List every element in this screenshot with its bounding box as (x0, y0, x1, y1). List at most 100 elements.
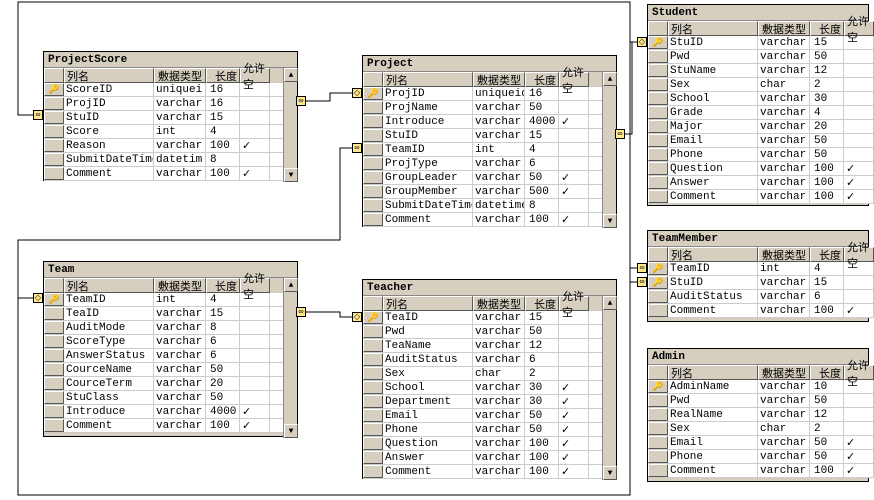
header-cell[interactable] (648, 247, 668, 262)
column-row[interactable]: Sexchar2 (648, 78, 874, 92)
scrollbar-track[interactable] (284, 82, 297, 168)
column-row[interactable]: AuditStatusvarchar6 (363, 353, 602, 367)
header-cell[interactable]: 允许空 (240, 68, 270, 83)
column-row[interactable]: AuditModevarchar8 (44, 321, 283, 335)
table-titlebar[interactable]: TeamMember (648, 231, 868, 247)
header-cell[interactable] (44, 278, 64, 293)
header-cell[interactable]: 敷据类型 (473, 296, 525, 311)
table-admin[interactable]: Admin列名敷据类型长度允许空🔑AdminNamevarchar10Pwdva… (647, 348, 869, 482)
column-row[interactable]: SubmitDateTimedatetim8 (44, 153, 283, 167)
column-row[interactable]: ScoreTypevarchar6 (44, 335, 283, 349)
scroll-down-button[interactable]: ▼ (284, 168, 298, 182)
column-row[interactable]: Schoolvarchar30 (648, 92, 874, 106)
header-cell[interactable]: 长度 (206, 68, 240, 83)
header-cell[interactable] (648, 365, 668, 380)
column-row[interactable]: TeaNamevarchar12 (363, 339, 602, 353)
column-row[interactable]: 🔑AdminNamevarchar10 (648, 380, 874, 394)
header-cell[interactable]: 敷据类型 (473, 72, 525, 87)
header-cell[interactable]: 敷据类型 (758, 21, 810, 36)
column-row[interactable]: Commentvarchar100✓ (44, 167, 283, 181)
column-row[interactable]: Reasonvarchar100✓ (44, 139, 283, 153)
header-cell[interactable]: 允许空 (844, 21, 874, 36)
column-row[interactable]: Gradevarchar4 (648, 106, 874, 120)
column-row[interactable]: Commentvarchar100✓ (648, 304, 874, 318)
scroll-down-button[interactable]: ▼ (284, 424, 298, 438)
header-cell[interactable]: 允许空 (844, 365, 874, 380)
header-cell[interactable]: 允许空 (559, 72, 589, 87)
column-row[interactable]: CourceNamevarchar50 (44, 363, 283, 377)
column-row[interactable]: Schoolvarchar30✓ (363, 381, 602, 395)
header-cell[interactable]: 敷据类型 (758, 365, 810, 380)
column-row[interactable]: Introducevarchar4000✓ (363, 115, 602, 129)
column-row[interactable]: Commentvarchar100✓ (44, 419, 283, 433)
column-row[interactable]: 🔑StuIDvarchar15 (648, 36, 874, 50)
column-row[interactable]: ProjIDvarchar16 (44, 97, 283, 111)
vertical-scrollbar[interactable]: ▲▼ (602, 296, 616, 480)
column-row[interactable]: Emailvarchar50✓ (648, 436, 874, 450)
column-row[interactable]: Pwdvarchar50 (363, 325, 602, 339)
table-titlebar[interactable]: Student (648, 5, 868, 21)
table-student[interactable]: Student列名敷据类型长度允许空🔑StuIDvarchar15Pwdvarc… (647, 4, 869, 206)
column-row[interactable]: Sexchar2 (363, 367, 602, 381)
column-row[interactable]: 🔑StuIDvarchar15 (648, 276, 874, 290)
column-row[interactable]: Phonevarchar50 (648, 148, 874, 162)
header-cell[interactable]: 长度 (525, 296, 559, 311)
scroll-down-button[interactable]: ▼ (603, 214, 617, 228)
scrollbar-track[interactable] (284, 292, 297, 424)
column-row[interactable]: Scoreint4 (44, 125, 283, 139)
table-projectscore[interactable]: ProjectScore列名敷据类型长度允许空🔑ScoreIDuniquei16… (43, 51, 298, 181)
header-cell[interactable]: 列名 (64, 278, 154, 293)
table-titlebar[interactable]: Admin (648, 349, 868, 365)
header-cell[interactable] (363, 296, 383, 311)
column-row[interactable]: GroupMembervarchar500✓ (363, 185, 602, 199)
column-row[interactable]: Answervarchar100✓ (363, 451, 602, 465)
column-row[interactable]: Answervarchar100✓ (648, 176, 874, 190)
header-cell[interactable]: 允许空 (559, 296, 589, 311)
column-row[interactable]: Commentvarchar100✓ (648, 464, 874, 478)
column-row[interactable]: 🔑TeamIDint4 (648, 262, 874, 276)
header-cell[interactable] (44, 68, 64, 83)
vertical-scrollbar[interactable]: ▲▼ (283, 68, 297, 182)
header-cell[interactable]: 长度 (810, 247, 844, 262)
header-cell[interactable]: 允许空 (240, 278, 270, 293)
column-row[interactable]: Emailvarchar50✓ (363, 409, 602, 423)
header-cell[interactable]: 敷据类型 (154, 68, 206, 83)
column-row[interactable]: StuNamevarchar12 (648, 64, 874, 78)
column-row[interactable]: Departmentvarchar30✓ (363, 395, 602, 409)
column-row[interactable]: TeamIDint4 (363, 143, 602, 157)
header-cell[interactable]: 长度 (206, 278, 240, 293)
table-project[interactable]: Project列名敷据类型长度允许空🔑ProjIDuniqueid16ProjN… (362, 55, 617, 227)
header-cell[interactable]: 列名 (64, 68, 154, 83)
header-cell[interactable]: 允许空 (844, 247, 874, 262)
header-cell[interactable]: 长度 (810, 21, 844, 36)
column-row[interactable]: 🔑ScoreIDuniquei16 (44, 83, 283, 97)
scroll-up-button[interactable]: ▲ (284, 278, 298, 292)
vertical-scrollbar[interactable]: ▲▼ (602, 72, 616, 228)
column-row[interactable]: Commentvarchar100✓ (648, 190, 874, 204)
header-cell[interactable]: 敷据类型 (758, 247, 810, 262)
column-row[interactable]: 🔑TeaIDvarchar15 (363, 311, 602, 325)
column-row[interactable]: SubmitDateTimedatetime8 (363, 199, 602, 213)
scroll-up-button[interactable]: ▲ (603, 72, 617, 86)
header-cell[interactable]: 列名 (668, 247, 758, 262)
column-row[interactable]: ProjNamevarchar50 (363, 101, 602, 115)
column-row[interactable]: Introducevarchar4000✓ (44, 405, 283, 419)
column-row[interactable]: StuIDvarchar15 (44, 111, 283, 125)
header-cell[interactable] (363, 72, 383, 87)
header-cell[interactable]: 列名 (668, 21, 758, 36)
header-cell[interactable]: 列名 (668, 365, 758, 380)
scroll-up-button[interactable]: ▲ (284, 68, 298, 82)
table-teacher[interactable]: Teacher列名敷据类型长度允许空🔑TeaIDvarchar15Pwdvarc… (362, 279, 617, 479)
column-row[interactable]: StuIDvarchar15 (363, 129, 602, 143)
column-row[interactable]: GroupLeadervarchar50✓ (363, 171, 602, 185)
column-row[interactable]: Commentvarchar100✓ (363, 213, 602, 227)
column-row[interactable]: Sexchar2 (648, 422, 874, 436)
vertical-scrollbar[interactable]: ▲▼ (283, 278, 297, 438)
column-row[interactable]: Commentvarchar100✓ (363, 465, 602, 479)
column-row[interactable]: ProjTypevarchar6 (363, 157, 602, 171)
column-row[interactable]: Emailvarchar50 (648, 134, 874, 148)
column-row[interactable]: AnswerStatusvarchar6 (44, 349, 283, 363)
column-row[interactable]: TeaIDvarchar15 (44, 307, 283, 321)
column-row[interactable]: RealNamevarchar12 (648, 408, 874, 422)
table-team[interactable]: Team列名敷据类型长度允许空🔑TeamIDint4TeaIDvarchar15… (43, 261, 298, 437)
